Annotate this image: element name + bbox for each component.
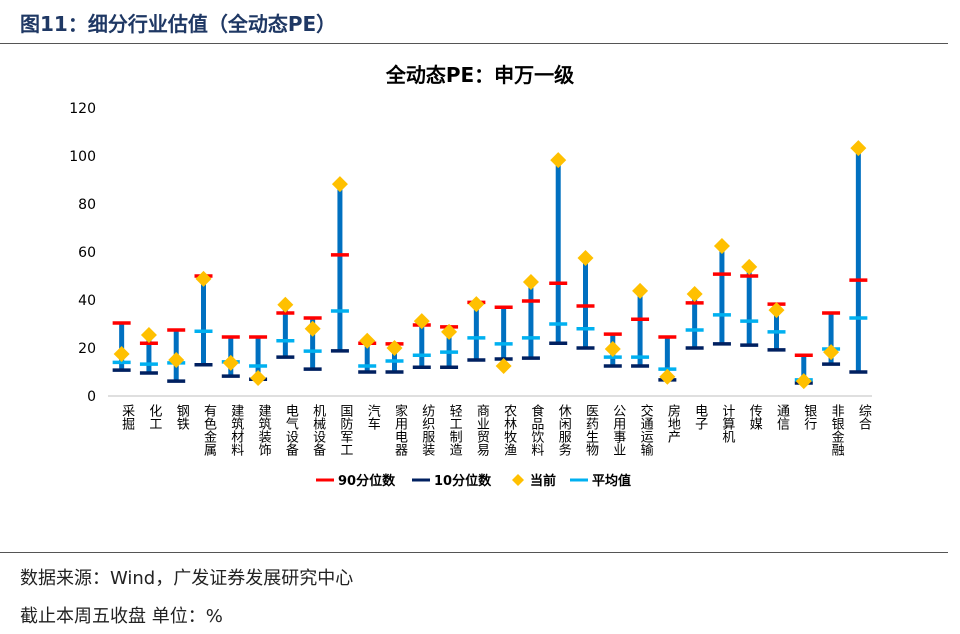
x-tick-label: 计算机 xyxy=(719,404,735,444)
legend-current-label: 当前 xyxy=(530,473,556,489)
x-tick-label: 公用事业 xyxy=(610,404,626,456)
top-divider xyxy=(0,43,948,44)
legend-mean-label: 平均值 xyxy=(592,473,631,489)
x-tick-label: 银行 xyxy=(801,404,817,431)
x-tick-label: 轻工制造 xyxy=(447,404,463,457)
y-tick-label: 120 xyxy=(69,101,96,117)
current-marker xyxy=(604,340,621,357)
current-marker xyxy=(795,373,812,390)
current-marker xyxy=(195,270,212,287)
current-marker xyxy=(768,302,785,319)
legend-p10-label: 10分位数 xyxy=(434,473,492,489)
current-marker xyxy=(632,282,649,299)
y-tick-label: 0 xyxy=(87,389,96,405)
x-tick-label: 非银金融 xyxy=(829,404,845,456)
current-marker xyxy=(659,368,676,385)
current-marker xyxy=(386,340,403,356)
current-marker xyxy=(468,296,485,313)
x-tick-label: 建筑材料 xyxy=(228,404,244,456)
x-tick-label: 机械设备 xyxy=(310,404,326,457)
current-marker xyxy=(113,346,130,362)
x-tick-label: 钢铁 xyxy=(174,404,190,430)
x-tick-label: 家用电器 xyxy=(392,403,408,457)
x-tick-label: 农林牧渔 xyxy=(501,404,516,456)
x-tick-label: 汽车 xyxy=(365,404,381,430)
current-marker xyxy=(823,344,840,361)
x-tick-label: 有色金属 xyxy=(201,404,217,457)
current-marker xyxy=(713,238,730,254)
x-tick-label: 国防军工 xyxy=(337,404,353,456)
x-tick-label: 休闲服务 xyxy=(556,404,572,456)
x-tick-label: 通信 xyxy=(774,404,790,430)
current-marker xyxy=(168,352,185,368)
legend-p90-label: 90分位数 xyxy=(338,473,396,489)
x-tick-label: 房地产 xyxy=(665,403,681,444)
y-tick-label: 20 xyxy=(78,341,96,357)
current-marker xyxy=(850,140,867,157)
current-marker xyxy=(495,358,512,374)
x-tick-label: 电气设备 xyxy=(283,404,299,457)
current-marker xyxy=(550,152,567,169)
x-tick-label: 综合 xyxy=(856,404,872,430)
chart: 全动态PE：申万一级 0 20 40 60 80 100 120 采掘 化工 钢铁 有色金属 建筑材料建… xyxy=(69,63,872,489)
figure-title: 图11：细分行业估值（全动态PE） xyxy=(20,12,337,36)
y-tick-label: 100 xyxy=(69,149,96,165)
current-marker xyxy=(413,313,430,330)
y-tick-label: 40 xyxy=(78,293,96,309)
x-tick-label: 医药生物 xyxy=(583,404,599,457)
current-marker xyxy=(222,354,239,371)
y-tick-label: 80 xyxy=(78,197,96,213)
current-marker xyxy=(741,258,758,275)
current-marker xyxy=(577,250,594,266)
x-tick-label: 化工 xyxy=(146,404,162,430)
current-marker xyxy=(304,320,321,337)
current-marker xyxy=(140,327,157,344)
x-tick-label: 传媒 xyxy=(747,404,763,430)
current-marker xyxy=(441,323,458,340)
x-tick-label: 商业贸易 xyxy=(474,404,490,457)
current-marker xyxy=(522,274,539,290)
note-text: 截止本周五收盘 单位：% xyxy=(20,606,223,627)
current-marker xyxy=(331,176,348,193)
chart-title: 全动态PE：申万一级 xyxy=(385,63,574,87)
source-text: 数据来源：Wind，广发证券发展研究中心 xyxy=(20,568,354,589)
bottom-divider xyxy=(0,552,948,553)
current-marker xyxy=(277,296,294,313)
current-marker xyxy=(359,332,376,349)
y-tick-label: 60 xyxy=(78,245,96,261)
x-tick-label: 纺织服装 xyxy=(419,404,435,456)
x-tick-label: 建筑装饰 xyxy=(256,404,272,456)
x-tick-label: 采掘 xyxy=(119,404,134,430)
x-tick-label: 食品饮料 xyxy=(528,403,544,456)
legend-current-icon xyxy=(512,474,524,486)
current-marker xyxy=(250,370,267,386)
x-tick-label: 电子 xyxy=(692,404,708,430)
x-tick-label: 交通运输 xyxy=(638,403,654,456)
current-marker xyxy=(686,286,703,302)
